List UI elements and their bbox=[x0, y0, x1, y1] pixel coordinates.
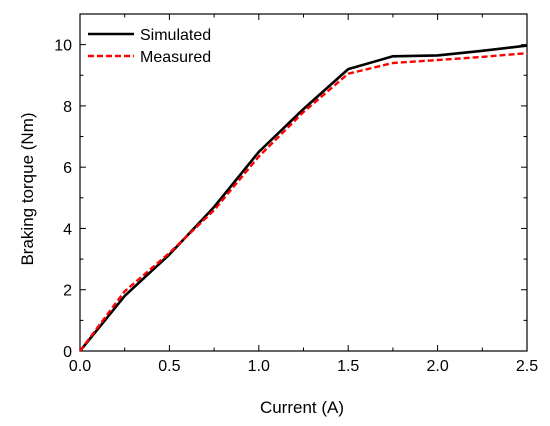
legend: Simulated Measured bbox=[88, 27, 211, 66]
series-layer bbox=[78, 44, 528, 352]
legend-label-measured: Measured bbox=[140, 49, 211, 66]
x-tick-label: 0.0 bbox=[69, 358, 91, 375]
x-tick-label: 2.0 bbox=[426, 358, 448, 375]
y-tick-label: 0 bbox=[63, 344, 72, 361]
series-line-measured bbox=[79, 52, 528, 352]
x-tick-label: 1.5 bbox=[337, 358, 359, 375]
y-tick-label: 6 bbox=[63, 160, 72, 177]
y-tick-label: 10 bbox=[54, 38, 72, 55]
legend-label-simulated: Simulated bbox=[140, 27, 211, 44]
series-line-simulated bbox=[78, 44, 528, 352]
y-tick-label: 2 bbox=[63, 283, 72, 300]
x-tick-label: 0.5 bbox=[158, 358, 180, 375]
x-axis-ticks: 0.0 0.5 1.0 1.5 2.0 2.5 bbox=[69, 14, 538, 375]
y-axis-ticks: 0 2 4 6 8 10 bbox=[54, 13, 527, 361]
y-axis-label: Braking torque (Nm) bbox=[18, 112, 37, 265]
y-tick-label: 8 bbox=[63, 99, 72, 116]
x-tick-label: 1.0 bbox=[248, 358, 270, 375]
x-tick-label: 2.5 bbox=[516, 358, 538, 375]
y-tick-label: 4 bbox=[63, 221, 72, 238]
x-axis-label: Current (A) bbox=[260, 398, 344, 417]
